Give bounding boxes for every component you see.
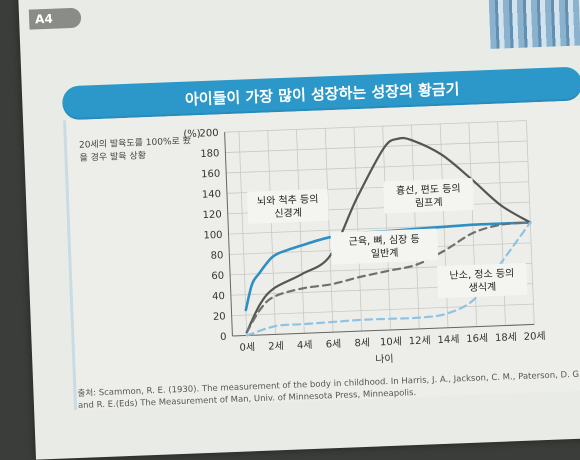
grid-line-v — [411, 124, 420, 329]
annotation-box — [246, 188, 329, 224]
annotation-box — [330, 228, 439, 265]
y-tick-label: 80 — [210, 250, 223, 261]
grid-line-v — [382, 126, 391, 330]
page-tab: A4 — [28, 7, 82, 30]
grid-line-v — [238, 131, 248, 336]
annotation-box — [383, 178, 474, 214]
grid-line-v — [324, 128, 334, 333]
y-tick-label: 100 — [203, 230, 223, 242]
grid-line-v — [353, 127, 363, 332]
growth-chart: 0 20 40 60 80 100 120 140 160 180 200 0세 2세 4세 6세 8세 10세… — [183, 120, 546, 366]
y-tick-label: 200 — [199, 128, 219, 140]
y-tick-label: 160 — [201, 169, 221, 181]
x-tick-label: 18세 — [495, 331, 517, 344]
y-tick-label: 140 — [202, 189, 222, 201]
annotation-label: 뇌와 척추 등의 — [257, 193, 319, 207]
x-axis — [232, 323, 535, 337]
x-tick-label: 10세 — [380, 336, 402, 349]
y-unit-label: (%) — [183, 129, 201, 141]
x-tick-label: 8세 — [354, 337, 370, 350]
x-tick-label: 14세 — [437, 333, 459, 346]
grid-line-v — [296, 129, 305, 334]
grid-line-h — [224, 120, 527, 133]
y-tick-label: 120 — [202, 209, 222, 221]
x-tick-label: 6세 — [325, 338, 341, 351]
x-tick-label: 4세 — [297, 339, 313, 352]
annotation-label: 근육, 뼈, 심장 등 — [348, 233, 420, 248]
annotation-label: 신경계 — [274, 206, 302, 220]
annotation-label: 림프계 — [415, 196, 443, 209]
y-tick-label: 40 — [212, 291, 225, 302]
annotation-label: 난소, 정소 등의 — [449, 267, 514, 281]
x-tick-label: 12세 — [409, 334, 431, 347]
annotation-box — [436, 262, 528, 299]
x-tick-label: 16세 — [466, 332, 488, 345]
corner-decoration — [488, 0, 580, 49]
y-tick-label: 60 — [211, 271, 224, 282]
y-tick-label: 0 — [220, 332, 227, 343]
x-axis-title: 나이 — [375, 353, 394, 366]
x-tick-label: 2세 — [268, 340, 284, 353]
grid-line-h — [231, 303, 534, 317]
annotation-label: 생식계 — [468, 281, 496, 294]
grid-line-h — [225, 140, 528, 153]
general-series-line — [245, 221, 532, 334]
y-axis — [224, 132, 233, 337]
grid-line-v — [267, 130, 276, 335]
annotation-label: 일반계 — [371, 247, 399, 260]
x-tick-label: 20세 — [523, 330, 545, 343]
x-tick-label: 0세 — [239, 341, 255, 354]
annotation-label: 흉선, 편도 등의 — [396, 182, 461, 197]
grid-line-h — [226, 160, 528, 174]
chart-card: 20세의 발육도를 100%로 봤을 경우 발육 상황 0 20 40 60 80 100… — [63, 100, 580, 411]
book-page: A4 아이들이 가장 많이 성장하는 성장의 황금기 20세의 발육도를 100… — [18, 0, 580, 460]
y-tick-label: 180 — [200, 148, 220, 160]
y-tick-label: 20 — [213, 311, 226, 322]
